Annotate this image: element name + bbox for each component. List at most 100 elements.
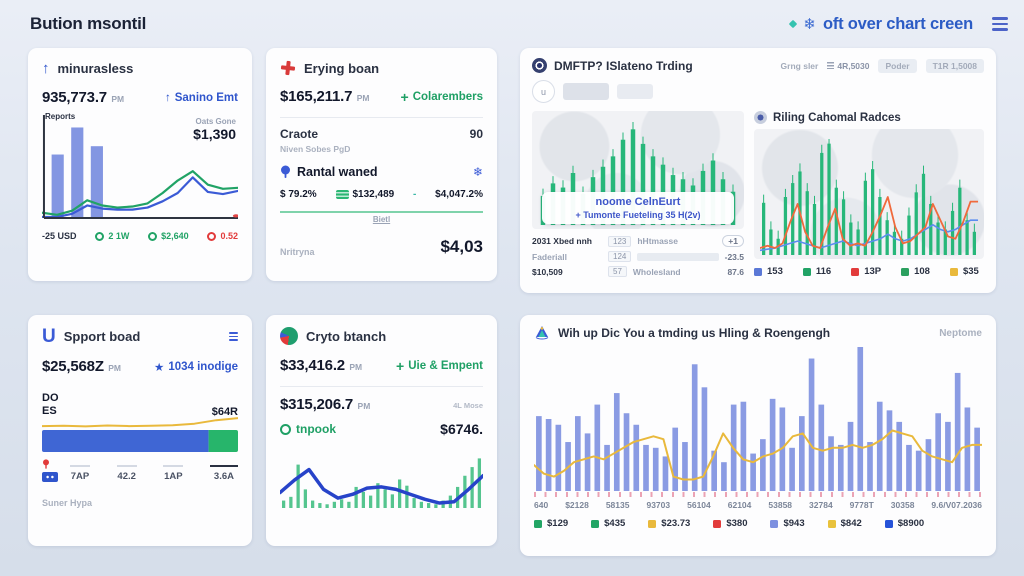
- bars-icon: [827, 62, 835, 69]
- card-menu-icon[interactable]: [229, 331, 238, 342]
- candles-lines-chart: [760, 139, 978, 255]
- meta-value: 4R,5030: [827, 61, 869, 71]
- row-sublabel: Niven Sobes PgD: [280, 144, 351, 154]
- row-name: Faderiall: [532, 251, 567, 262]
- metric: $33,416.2 PM: [280, 357, 362, 375]
- placeholder-block[interactable]: [563, 83, 609, 100]
- axis-tick: 42.2: [116, 465, 137, 483]
- table-row[interactable]: Faderiall 124 -23.5: [532, 251, 744, 262]
- tnpook-row: tnpook $6746.: [280, 421, 483, 437]
- stat-label: 0.52: [220, 231, 238, 241]
- placeholder-block: [617, 84, 653, 99]
- metric-value: 935,773.7: [42, 89, 107, 106]
- metric-unit: PM: [349, 362, 363, 372]
- crypto-logo-icon: [280, 327, 298, 345]
- legend-item: $129: [534, 518, 568, 529]
- red-cross-icon: [280, 60, 296, 76]
- legend-swatch: [949, 267, 958, 276]
- green-chart-icon: [335, 189, 349, 199]
- card-minurasless: ↑ minurasless 935,773.7 PM ↑ Sanino Emt R…: [28, 48, 252, 281]
- axis-row: 7AP 42.2 1AP 3.6A: [42, 459, 238, 483]
- badge-label: Uie & Empent: [408, 360, 483, 372]
- row-value: +1: [722, 235, 744, 247]
- metric-unit: PM: [111, 94, 125, 104]
- green-ring-icon: [280, 423, 291, 435]
- legend-label: 153: [767, 266, 783, 277]
- row-label: Craote: [280, 127, 319, 141]
- star-icon: ★: [154, 362, 165, 374]
- snowflake-icon[interactable]: ❄: [472, 165, 483, 179]
- sparkline-chart: [280, 446, 483, 508]
- top-bar-right: ❄ oft over chart creen: [789, 15, 1008, 34]
- card-title: DMFTP? ISlateno Trding: [554, 58, 693, 73]
- chart-tooltip: noome CelnEurt + Tumonte Fueteling 35 H(…: [542, 192, 734, 224]
- metric-unit: PM: [108, 363, 121, 373]
- row-value: 87.6: [727, 266, 744, 277]
- bars-lines-chart: [42, 115, 238, 219]
- poder-chip[interactable]: Poder: [878, 58, 917, 73]
- x-label: 9.6/V07.2036: [931, 500, 982, 510]
- legend-item: 153: [754, 266, 783, 277]
- annotation-caption: Oats Gone: [195, 117, 236, 126]
- mini-table: 2031 Xbed nnh 123 hHtmasse +1 Faderiall …: [532, 235, 744, 277]
- u-logo: U: [42, 326, 56, 347]
- row-value: -23.5: [724, 251, 744, 262]
- metric-value: $33,416.2: [280, 357, 345, 374]
- legend-item: $842: [827, 518, 862, 529]
- x-label: $2128: [565, 500, 589, 510]
- menu-icon[interactable]: [992, 17, 1008, 31]
- row-value: $6746.: [440, 421, 483, 437]
- badge-label: Colarembers: [412, 91, 483, 103]
- overview-chart: Reports Oats Gone $1,390: [42, 112, 238, 219]
- legend-swatch: [827, 519, 836, 528]
- row-tag: Wholesland: [632, 266, 681, 277]
- bar-right-value: $64R: [211, 406, 238, 419]
- table-row[interactable]: 2031 Xbed nnh 123 hHtmasse +1: [532, 235, 744, 247]
- card-erying-boan: Erying boan $165,211.7 PM + Colarembers C…: [266, 48, 497, 281]
- legend-swatch: [713, 519, 722, 528]
- progress-bar[interactable]: [42, 430, 238, 453]
- badge-label: Sanino Emt: [174, 92, 238, 104]
- axis-tick: 3.6A: [209, 465, 238, 482]
- legend-swatch: [648, 519, 657, 528]
- value-cell: $4,047.2%: [435, 189, 483, 200]
- legend-item: $380: [713, 518, 747, 529]
- avatar[interactable]: u: [532, 80, 555, 103]
- tnpook-toggle[interactable]: tnpook: [280, 422, 336, 436]
- tooltip-subtitle: + Tumonte Fueteling 35 H(2v): [575, 210, 701, 220]
- rate-chip[interactable]: T1R 1,5008: [925, 58, 984, 73]
- mountain-logo-icon: [535, 326, 549, 340]
- x-label: 53858: [768, 500, 793, 510]
- tick-label: 42.2: [117, 471, 136, 483]
- table-row[interactable]: $10,509 57 Wholesland 87.6: [532, 266, 744, 277]
- tick-strip: [534, 492, 982, 497]
- value-cell: $ 79.2%: [280, 189, 317, 200]
- sanino-link[interactable]: ↑ Sanino Emt: [165, 92, 238, 104]
- metric: $25,568Z PM: [42, 358, 121, 376]
- page-title: Bution msontil: [30, 14, 147, 33]
- circle-icon: [207, 231, 217, 241]
- toolbar-row: u: [532, 80, 984, 103]
- card-trading-map: DMFTP? ISlateno Trding Grng sler 4R,5030…: [520, 48, 996, 293]
- metric-unit: PM: [357, 401, 371, 411]
- empent-link[interactable]: + Uie & Empent: [396, 358, 483, 374]
- row-name: 2031 Xbed nnh: [532, 236, 592, 246]
- legend-label: $129: [547, 518, 569, 529]
- legend: $129 $435 $23.73 $380 $943 $842 $8900: [534, 518, 982, 529]
- divider-label[interactable]: Bietl: [372, 215, 391, 224]
- x-axis-labels: 640 $2128 58135 93703 56104 62104 53858 …: [534, 500, 982, 510]
- card-title: minurasless: [57, 61, 134, 76]
- chart-annotation: Oats Gone $1,390: [193, 117, 236, 142]
- axis-tick: 1AP: [163, 465, 184, 482]
- legend-item: $23.73: [648, 518, 690, 529]
- row-name: $10,509: [532, 266, 563, 277]
- colarembers-link[interactable]: + Colarembers: [401, 89, 484, 105]
- header-right-label[interactable]: Neptome: [939, 327, 982, 339]
- legend-swatch: [591, 519, 600, 528]
- globe-icon: [754, 111, 767, 124]
- inodige-link[interactable]: ★ 1034 inodige: [154, 360, 238, 374]
- metric-value: $165,211.7: [280, 88, 353, 105]
- legend-swatch: [802, 267, 811, 276]
- blue-chip-icon[interactable]: [42, 472, 58, 483]
